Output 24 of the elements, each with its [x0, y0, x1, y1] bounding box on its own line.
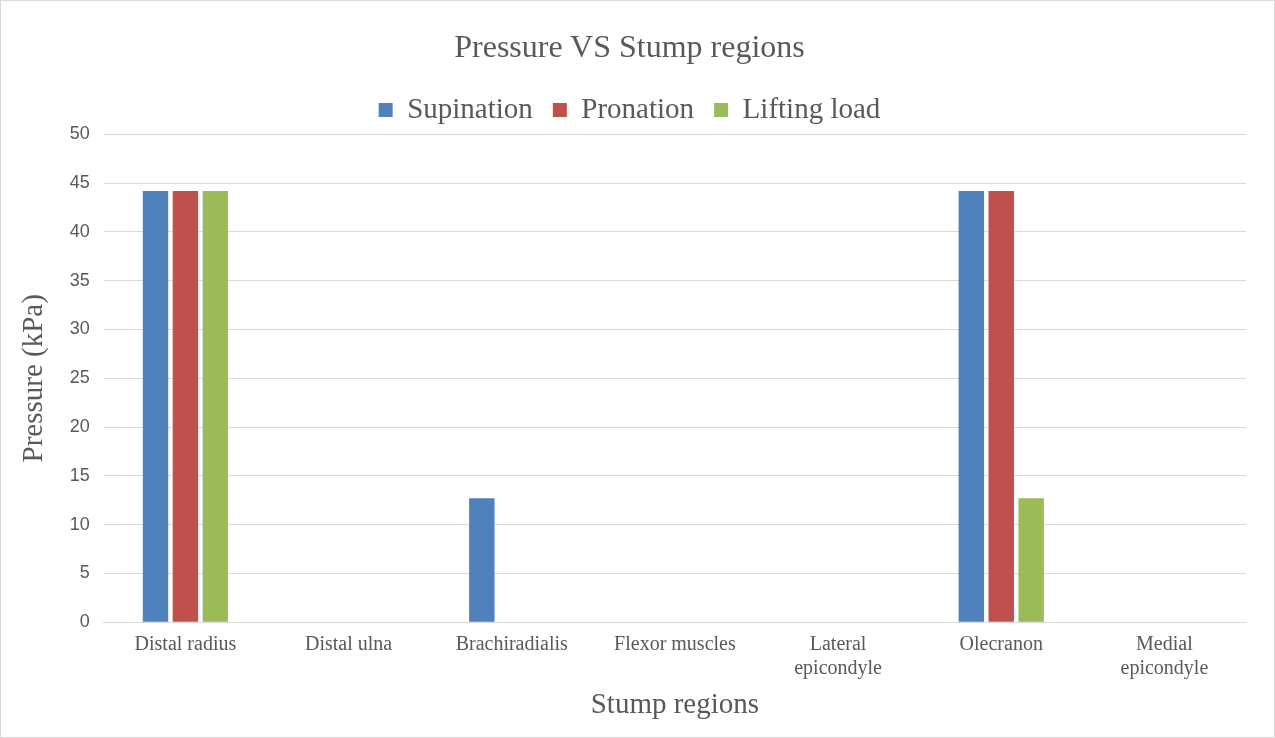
- y-tick-label: 40: [69, 220, 90, 241]
- y-tick-label: 5: [79, 562, 90, 583]
- x-tick-label: Lateral epicondyle: [794, 632, 883, 680]
- y-tick-label: 0: [79, 611, 90, 632]
- y-tick-label: 25: [69, 367, 90, 388]
- y-tick-label: 20: [69, 416, 90, 437]
- y-tick-label: 30: [69, 318, 90, 339]
- y-tick-label: 35: [69, 269, 90, 290]
- y-axis-title: Pressure (kPa): [16, 294, 50, 463]
- legend-label: Pronation: [581, 91, 695, 124]
- x-tick-label: Brachiradialis: [455, 632, 569, 655]
- x-tick-label: Distal ulna: [304, 632, 393, 655]
- y-tick-label: 15: [69, 464, 90, 485]
- x-tick-label: Olecranon: [959, 632, 1043, 655]
- y-tick-label: 50: [69, 123, 90, 144]
- legend-label: Lifting load: [742, 91, 881, 124]
- x-tick-label: Distal radius: [134, 632, 237, 655]
- legend-label: Supination: [407, 91, 534, 124]
- x-axis-title: Stump regions: [590, 687, 760, 720]
- y-tick-label: 10: [69, 513, 90, 534]
- x-tick-label: Medial epicondyle: [1120, 632, 1209, 680]
- chart-title: Pressure VS Stump regions: [454, 27, 805, 64]
- y-tick-label: 45: [69, 172, 90, 193]
- x-tick-label: Flexor muscles: [614, 632, 736, 655]
